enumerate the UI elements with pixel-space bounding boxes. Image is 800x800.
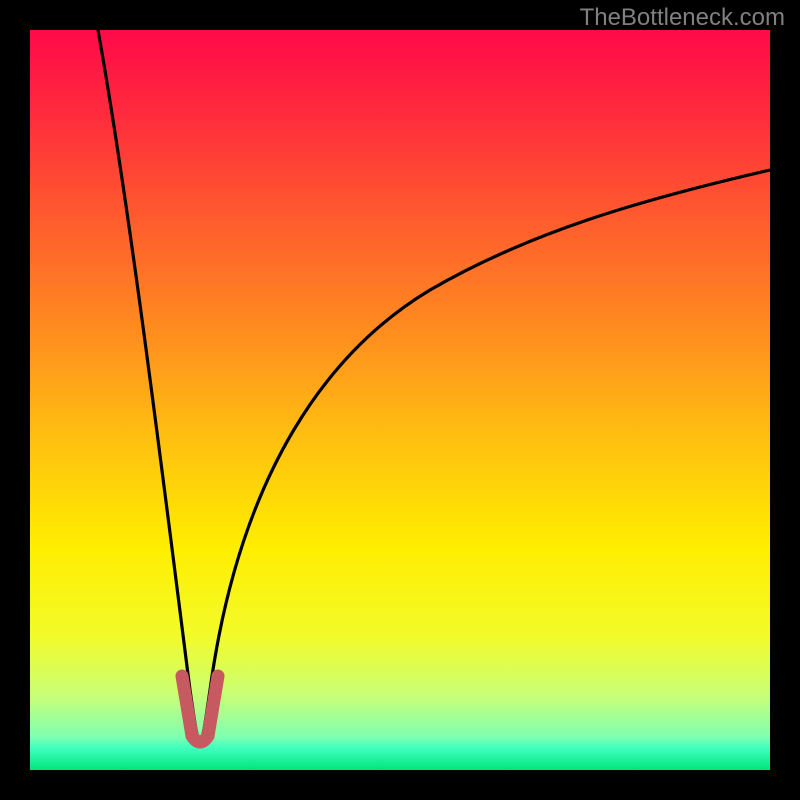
chart-container: TheBottleneck.com bbox=[0, 0, 800, 800]
plot-background bbox=[30, 30, 770, 770]
bottleneck-chart: TheBottleneck.com bbox=[0, 0, 800, 800]
watermark-text: TheBottleneck.com bbox=[580, 4, 785, 31]
